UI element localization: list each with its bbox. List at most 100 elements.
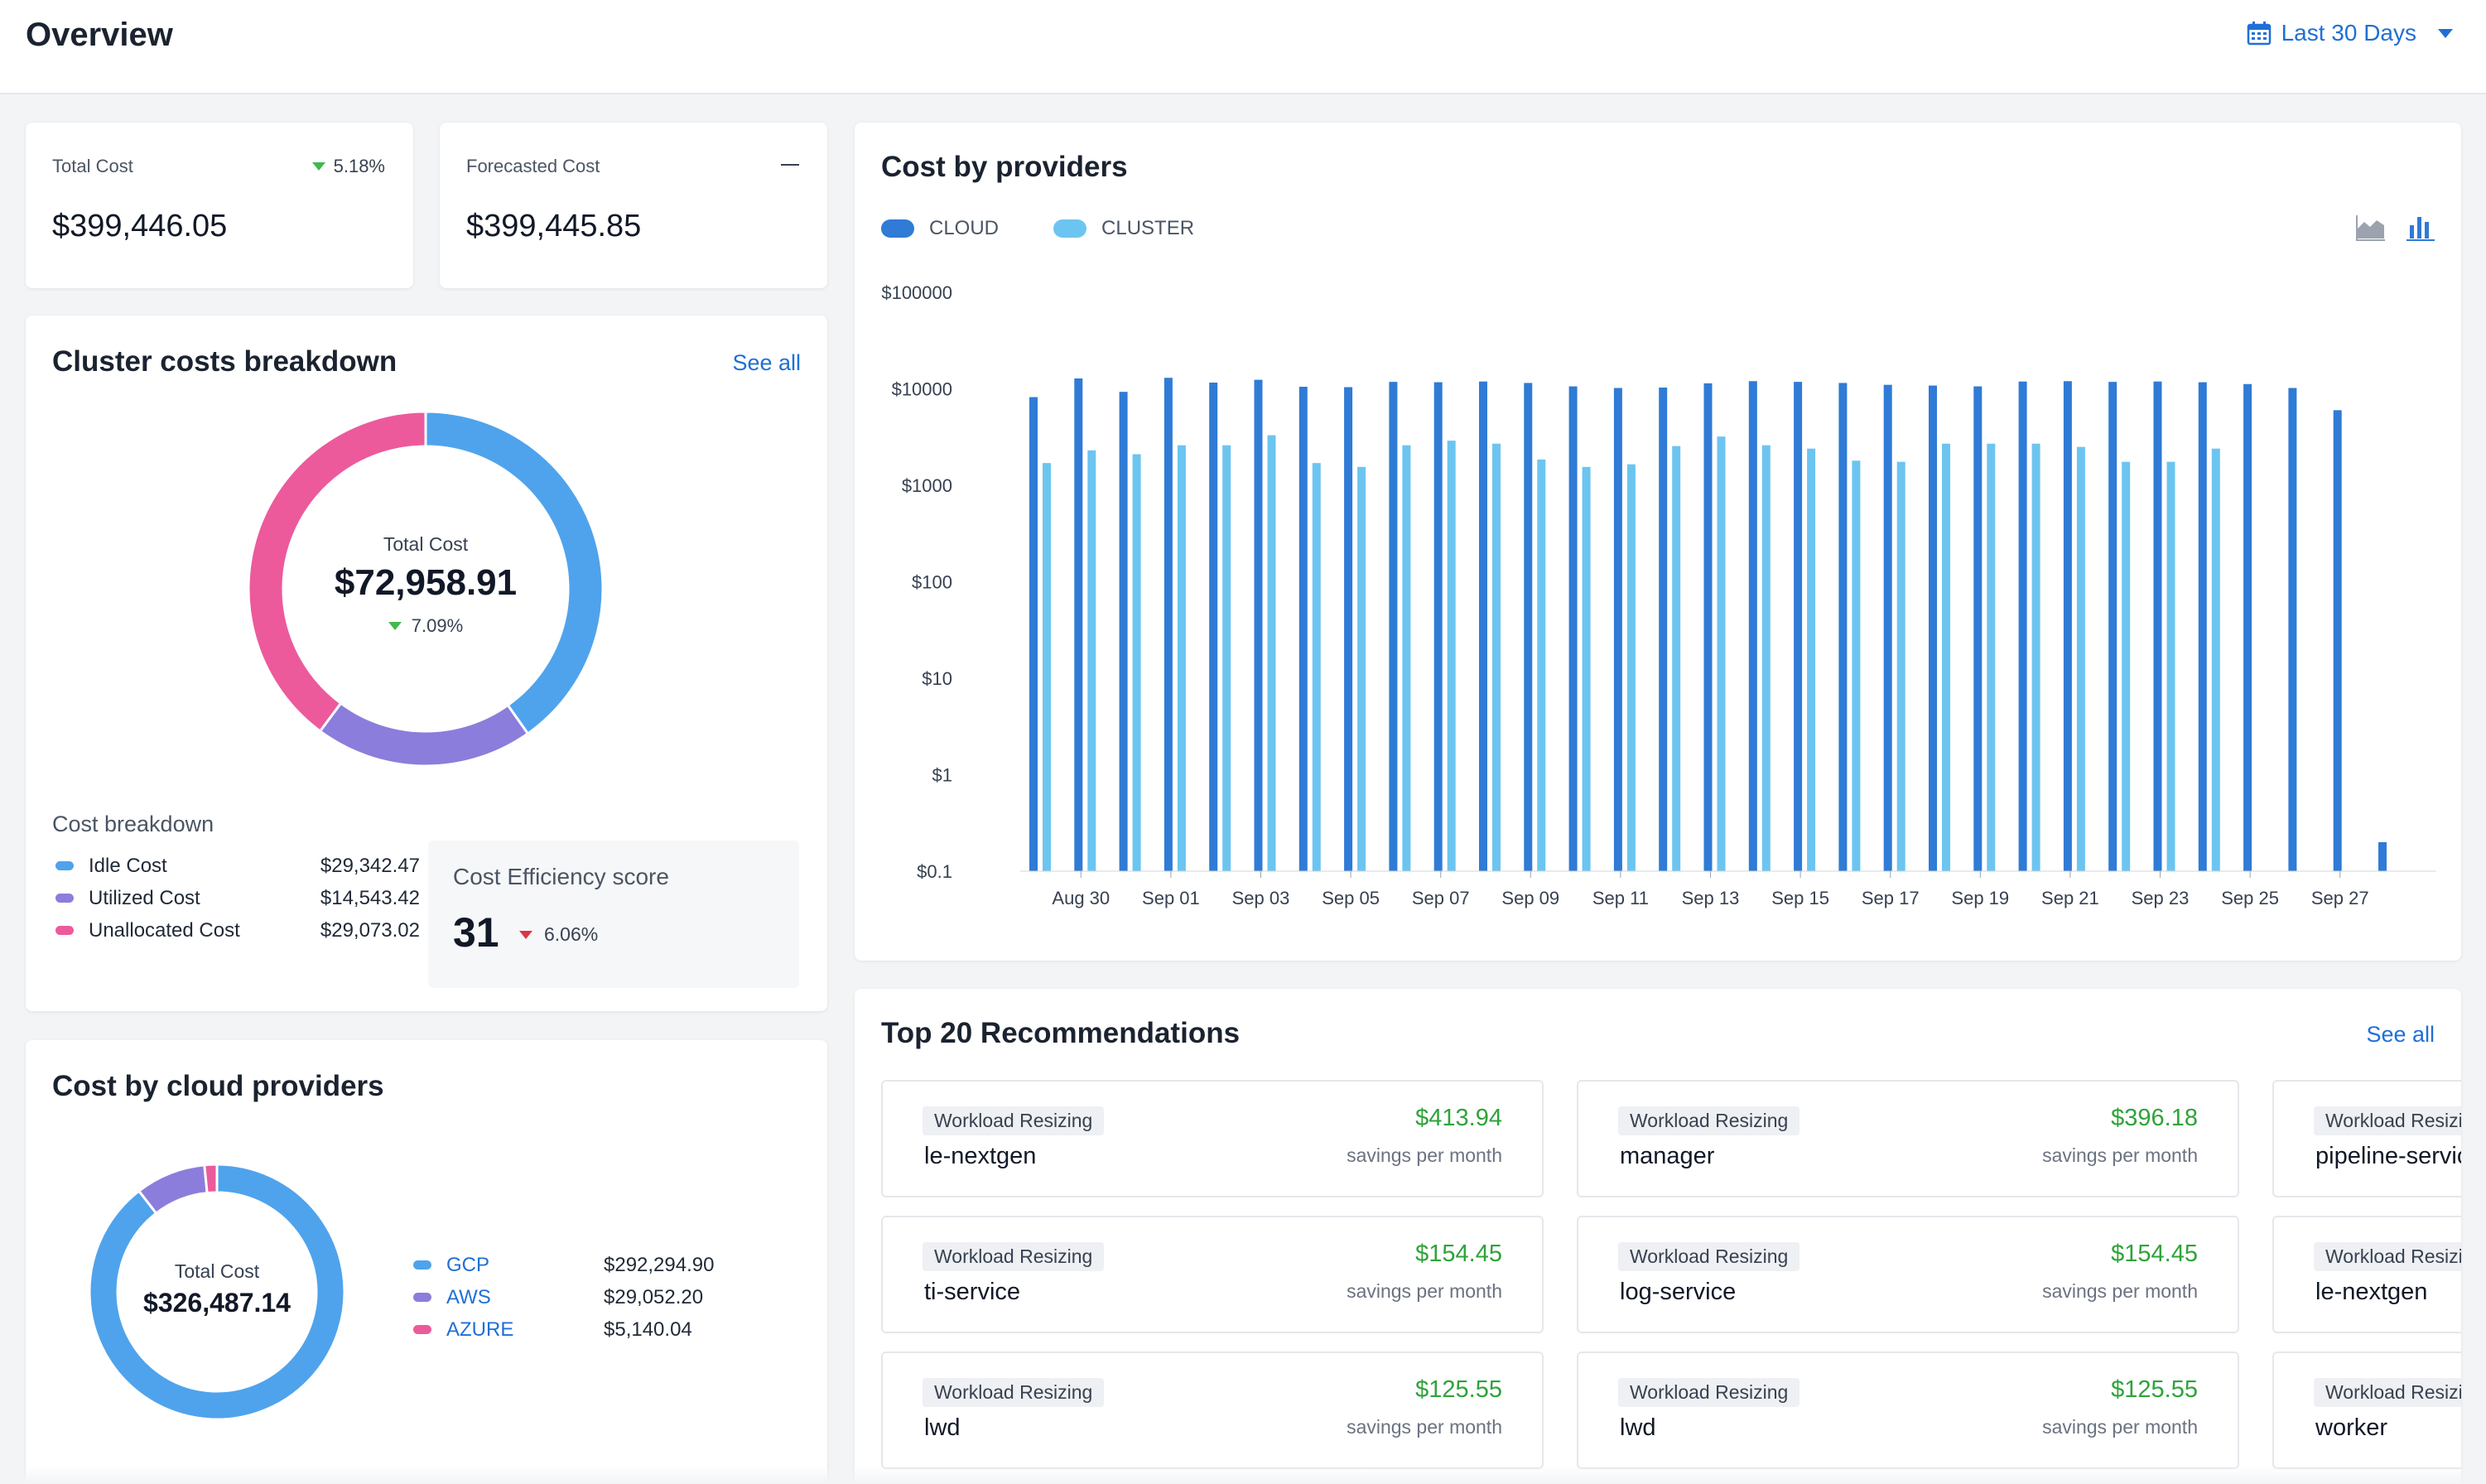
donut-center-change: 7.09% <box>248 615 604 637</box>
recommendation-savings: $125.55 <box>2111 1376 2198 1403</box>
bar-cloud <box>1029 397 1038 872</box>
total-cost-card: Total Cost 5.18% $399,446.05 <box>26 123 413 288</box>
recommendation-card[interactable]: Workload Resizing pipeline-service <box>2272 1080 2461 1197</box>
kpi-value: $399,445.85 <box>466 209 642 243</box>
bar-cloud <box>2288 388 2297 872</box>
savings-label: savings per month <box>1347 1416 1502 1438</box>
bar-cluster <box>1492 443 1501 871</box>
x-tick-label: Sep 25 <box>2221 888 2279 908</box>
efficiency-score: 31 <box>453 909 499 956</box>
legend-swatch <box>55 926 74 935</box>
area-chart-icon[interactable] <box>2355 214 2387 242</box>
bar-cloud <box>1164 378 1173 871</box>
chart-legend: CLOUD CLUSTER <box>881 217 1194 240</box>
recommendation-resource-name: ti-service <box>924 1279 1021 1305</box>
legend-swatch <box>881 219 914 238</box>
recommendation-savings: $396.18 <box>2111 1105 2198 1131</box>
top-header: Overview Last 30 Days <box>0 0 2486 94</box>
x-tick-label: Sep 23 <box>2132 888 2190 908</box>
cost-by-providers-bar-chart: $100000 $10000 $1000 $100 $10 $1 $0.1 Aug 30 Sep… <box>881 282 2436 908</box>
x-tick-label: Sep 13 <box>1682 888 1740 908</box>
bar-cloud <box>1659 388 1668 871</box>
bar-cluster <box>1132 454 1141 871</box>
chart-title: Cost by providers <box>881 151 1128 183</box>
recommendation-card[interactable]: Workload Resizing manager $396.18 saving… <box>1577 1080 2239 1197</box>
legend-swatch <box>55 861 74 870</box>
chevron-down-icon <box>2438 28 2453 38</box>
donut-slice <box>318 701 530 767</box>
legend-value: $29,342.47 <box>320 854 420 877</box>
kpi-label: Total Cost <box>52 156 133 176</box>
legend-value: $292,294.90 <box>604 1253 715 1276</box>
recommendation-type-badge: Workload Resizing <box>923 1106 1105 1135</box>
date-range-picker[interactable]: Last 30 Days <box>2247 20 2453 46</box>
recommendation-resource-name: le-nextgen <box>924 1143 1037 1169</box>
calendar-icon <box>2247 22 2271 46</box>
legend-item-cloud[interactable]: CLOUD <box>881 217 999 240</box>
recommendation-card[interactable]: Workload Resizing worker <box>2272 1352 2461 1469</box>
bar-cloud <box>2063 381 2072 871</box>
legend-swatch <box>413 1260 431 1270</box>
recommendation-card[interactable]: Workload Resizing lwd $125.55 savings pe… <box>1577 1352 2239 1469</box>
legend-item-cluster[interactable]: CLUSTER <box>1053 217 1194 240</box>
legend-item: Idle Cost $29,342.47 <box>55 850 420 882</box>
bar-cluster <box>1267 435 1276 871</box>
bar-cluster <box>1942 443 1950 871</box>
bar-cluster <box>1626 464 1636 871</box>
card-title: Cost by cloud providers <box>52 1070 384 1102</box>
recommendation-card[interactable]: Workload Resizing le-nextgen $413.94 sav… <box>881 1080 1544 1197</box>
bar-cluster <box>1312 463 1321 871</box>
provider-link-aws[interactable]: AWS <box>446 1285 491 1308</box>
provider-link-azure[interactable]: AZURE <box>446 1318 514 1341</box>
card-title: Top 20 Recommendations <box>881 1017 1241 1049</box>
donut-slice <box>137 1164 209 1216</box>
donut-slice <box>424 411 604 735</box>
savings-label: savings per month <box>1347 1280 1502 1302</box>
provider-link-gcp[interactable]: GCP <box>446 1253 490 1276</box>
cloud-providers-donut-chart <box>88 1163 346 1421</box>
recommendation-card[interactable]: Workload Resizing ti-service $154.45 sav… <box>881 1216 1544 1333</box>
legend-value: $5,140.04 <box>604 1318 692 1341</box>
x-tick-label: Sep 01 <box>1142 888 1200 908</box>
legend-swatch <box>413 1293 431 1302</box>
x-tick-label: Aug 30 <box>1052 888 1110 908</box>
bar-cluster <box>1672 446 1681 871</box>
recommendation-resource-name: lwd <box>1620 1414 1656 1441</box>
legend-item[interactable]: AZURE $5,140.04 <box>413 1313 761 1346</box>
trend-down-icon <box>388 622 402 630</box>
bar-cluster <box>1447 441 1456 871</box>
recommendation-card[interactable]: Workload Resizing le-nextgen <box>2272 1216 2461 1333</box>
recommendation-resource-name: log-service <box>1620 1279 1737 1305</box>
y-tick-label: $100000 <box>881 282 952 303</box>
donut-center: Total Cost $326,487.14 <box>88 1260 346 1318</box>
bar-cluster <box>1177 445 1186 871</box>
bar-chart-icon[interactable] <box>2405 214 2436 242</box>
legend-swatch <box>413 1325 431 1334</box>
bar-cloud <box>2108 382 2117 871</box>
see-all-link[interactable]: See all <box>2366 1022 2435 1047</box>
bar-cloud <box>2153 381 2162 871</box>
bar-cloud <box>1433 382 1443 871</box>
savings-label: savings per month <box>1347 1144 1502 1166</box>
bar-cloud <box>2333 410 2342 872</box>
forecasted-cost-card: Forecasted Cost $399,445.85 <box>440 123 827 288</box>
see-all-link[interactable]: See all <box>732 350 801 375</box>
bar-cloud <box>1929 385 1937 871</box>
legend-item[interactable]: GCP $292,294.90 <box>413 1249 761 1281</box>
legend-label: CLUSTER <box>1101 217 1195 239</box>
kpi-change: 5.18% <box>311 156 385 177</box>
kpi-label: Forecasted Cost <box>466 156 600 176</box>
kpi-change-value: 5.18% <box>333 156 385 176</box>
cost-by-providers-card: Cost by providers CLOUD CLUSTER $100000 $… <box>855 123 2461 961</box>
recommendation-card[interactable]: Workload Resizing lwd $125.55 savings pe… <box>881 1352 1544 1469</box>
legend-item[interactable]: AWS $29,052.20 <box>413 1281 761 1313</box>
bar-cloud <box>2243 383 2252 871</box>
bar-cluster <box>2122 461 2131 871</box>
x-tick-label: Sep 09 <box>1501 888 1559 908</box>
recommendation-card[interactable]: Workload Resizing log-service $154.45 sa… <box>1577 1216 2239 1333</box>
recommendations-carousel: Workload Resizing le-nextgen $413.94 sav… <box>881 1080 2461 1484</box>
y-tick-label: $0.1 <box>917 861 952 882</box>
legend-label: Unallocated Cost <box>89 918 240 942</box>
recommendation-resource-name: manager <box>1620 1143 1715 1169</box>
legend-item: Utilized Cost $14,543.42 <box>55 882 420 914</box>
